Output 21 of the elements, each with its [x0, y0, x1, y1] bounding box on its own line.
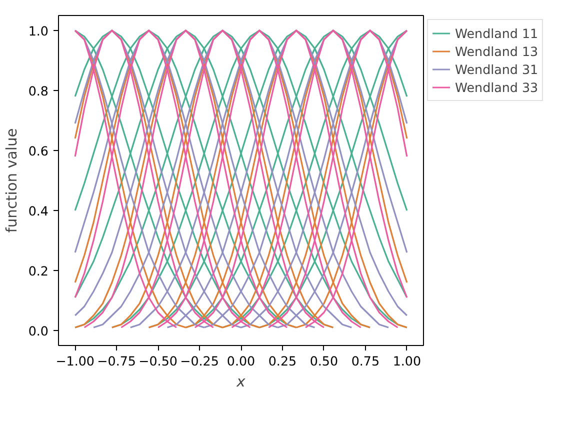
- x-tick-label: 0.00: [226, 354, 256, 368]
- y-tick-label: 0.4: [28, 204, 49, 218]
- legend-label: Wendland 11: [455, 24, 538, 42]
- y-tick-label: 0.8: [28, 84, 49, 98]
- x-tick-label: −1.00: [56, 354, 94, 368]
- y-tick-label: 0.6: [28, 144, 49, 158]
- y-tick-label: 1.0: [28, 24, 49, 38]
- y-tick-label: 0.0: [28, 324, 49, 338]
- x-tick-label: 0.25: [268, 354, 297, 368]
- x-tick-label: 1.00: [392, 354, 422, 368]
- x-tick-label: −0.25: [180, 354, 219, 368]
- legend-label: Wendland 13: [455, 42, 538, 60]
- x-axis-title: x: [236, 374, 246, 390]
- legend-label: Wendland 33: [455, 78, 538, 96]
- x-tick-label: −0.50: [138, 354, 178, 368]
- legend-label: Wendland 31: [455, 60, 538, 78]
- y-tick-label: 0.2: [28, 264, 49, 278]
- x-tick-label: 0.50: [310, 354, 338, 368]
- x-tick-label: −0.75: [97, 354, 136, 368]
- y-axis-title: function value: [3, 128, 20, 233]
- x-tick-label: 0.75: [351, 354, 380, 368]
